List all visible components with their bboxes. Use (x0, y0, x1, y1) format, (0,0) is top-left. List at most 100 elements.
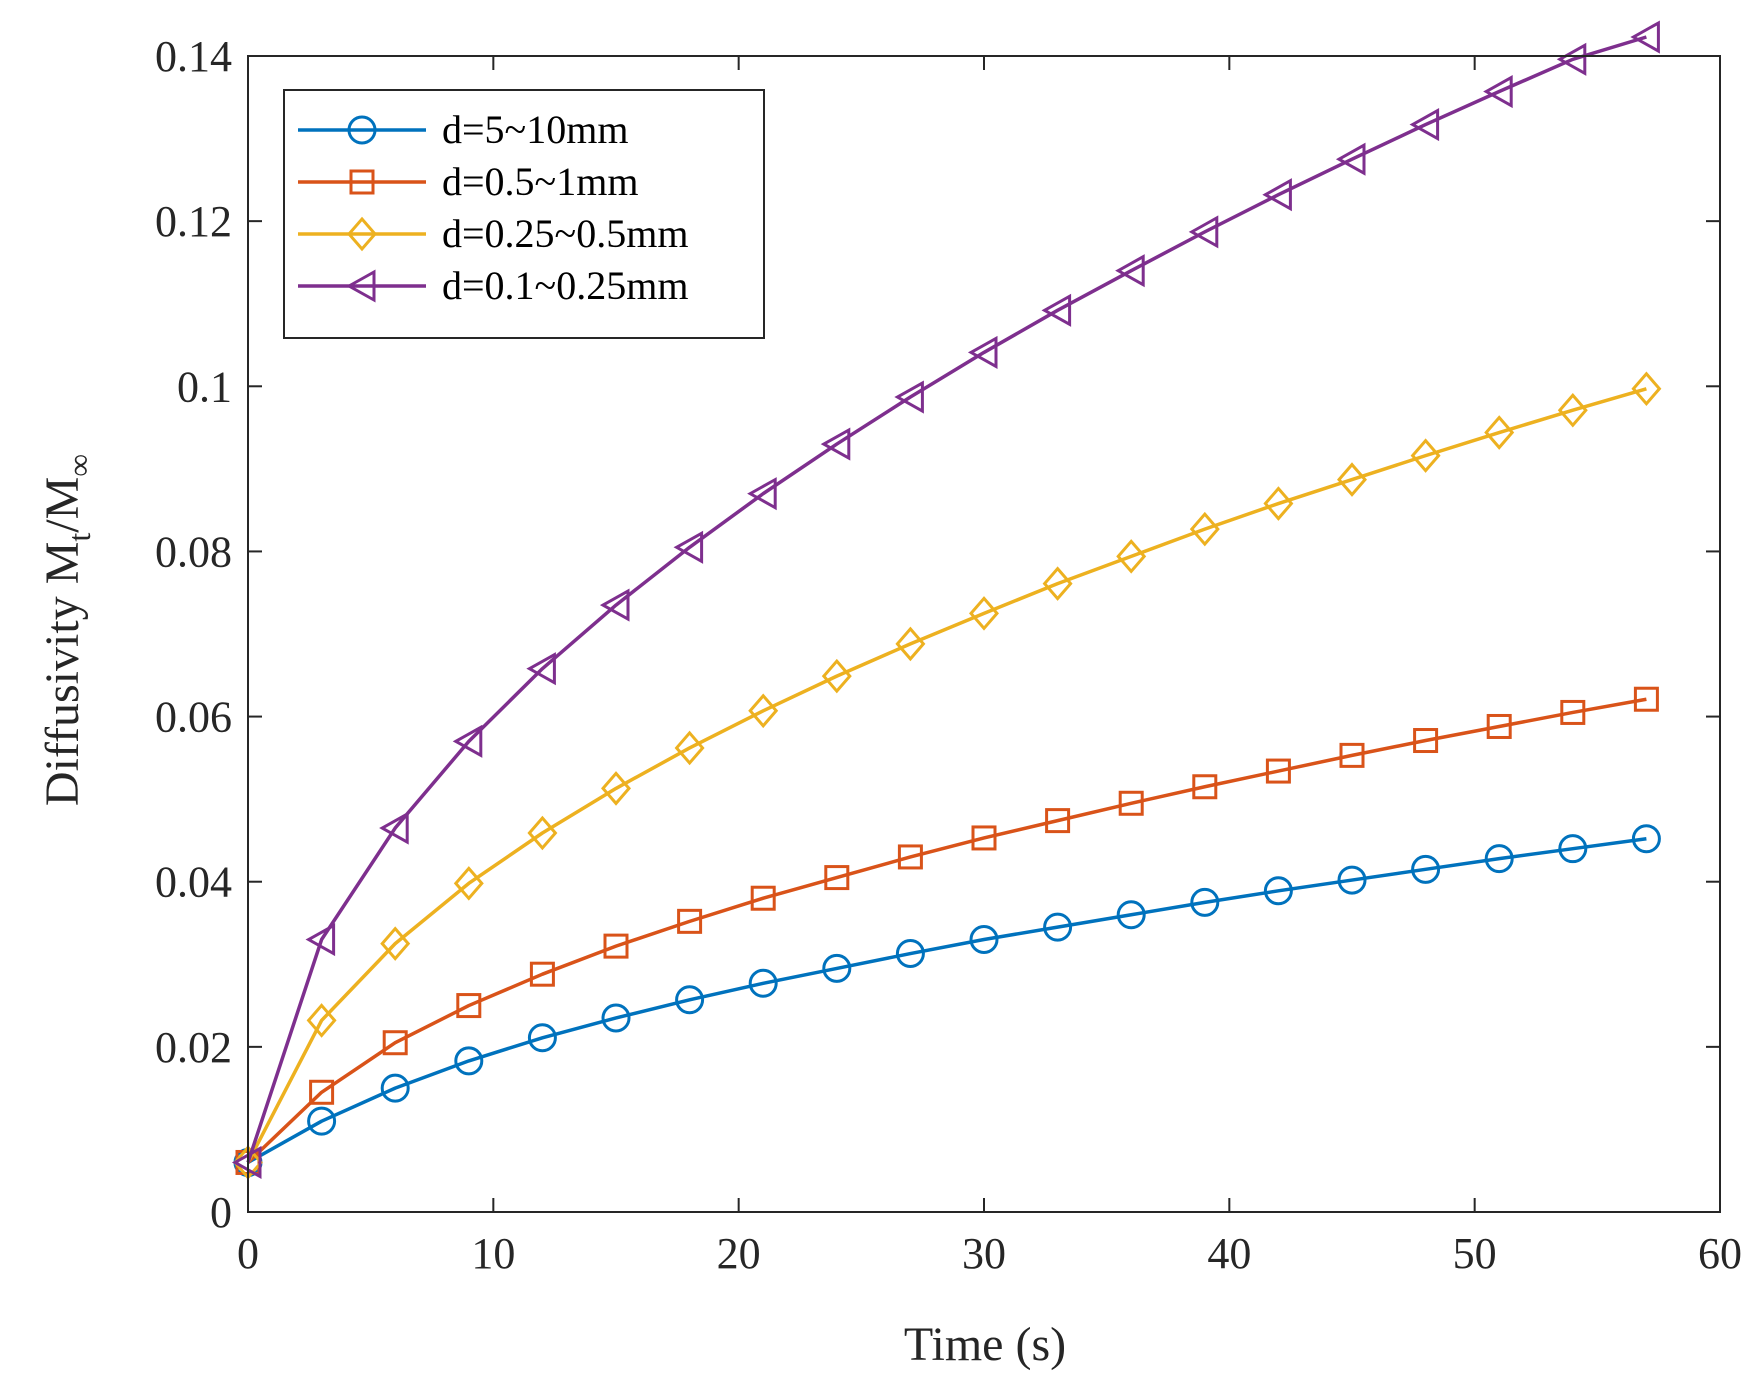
legend-label: d=0.1~0.25mm (442, 263, 688, 308)
data-point (306, 1003, 337, 1038)
data-point (1557, 392, 1588, 428)
data-point (1556, 42, 1587, 76)
data-point (750, 885, 776, 911)
data-point (1631, 371, 1662, 407)
data-point (382, 1030, 408, 1056)
data-point (307, 1106, 337, 1136)
data-point (453, 866, 484, 901)
data-point (895, 939, 925, 969)
data-point (309, 1079, 335, 1105)
data-point (527, 815, 558, 851)
y-axis-title-prefix: Diffusivity M (36, 542, 89, 806)
data-point (1484, 415, 1515, 450)
data-point (674, 730, 705, 766)
legend-item-1: d=5~10mm (298, 107, 628, 152)
data-point (822, 953, 852, 983)
legend-item-4: d=0.1~0.25mm (298, 263, 688, 308)
legend: d=5~10mm d=0.5~1mm d=0.25~0.5mm d=0.1~0.25m… (283, 89, 765, 339)
data-point (820, 427, 851, 461)
data-point (1337, 865, 1367, 895)
data-point (821, 658, 852, 694)
data-point (380, 926, 411, 961)
data-point (456, 993, 482, 1019)
data-point (824, 865, 850, 891)
x-tick-label: 40 (1207, 1229, 1251, 1278)
y-tick-label: 0.14 (155, 32, 232, 81)
data-point (895, 626, 926, 662)
data-point (1116, 539, 1147, 574)
x-tick-label: 60 (1698, 1229, 1742, 1278)
legend-label: d=0.5~1mm (442, 159, 638, 204)
data-point (1339, 742, 1365, 768)
x-tick-label: 10 (471, 1229, 515, 1278)
data-point (971, 825, 997, 851)
plot-area (231, 20, 1662, 1180)
data-point (1189, 511, 1220, 547)
data-point (1560, 699, 1586, 725)
data-point (1633, 686, 1659, 712)
data-point (526, 652, 556, 686)
legend-item-3: d=0.25~0.5mm (298, 211, 688, 256)
data-point (603, 933, 629, 959)
data-point (1630, 20, 1660, 54)
data-point (1409, 107, 1440, 142)
y-axis-title-mid: /M (36, 477, 89, 533)
y-axis-title: Diffusivity Mt/M∞ (36, 454, 97, 806)
series-4 (231, 20, 1660, 1180)
data-point (601, 1003, 631, 1033)
data-point (1263, 486, 1294, 521)
data-point (1263, 876, 1293, 906)
legend-item-2: d=0.5~1mm (298, 159, 638, 204)
data-point (1115, 254, 1145, 288)
data-point (677, 908, 703, 934)
data-point (897, 844, 923, 870)
axes: 0 10 20 30 40 50 60 0 0.02 0.04 0.06 0.08 0.1 0.12 0.1… (155, 32, 1742, 1278)
legend-label: d=0.25~0.5mm (442, 211, 688, 256)
data-point (1413, 728, 1439, 754)
data-point (894, 380, 924, 414)
legend-marker (349, 169, 375, 195)
data-point (748, 968, 778, 998)
data-point (1041, 293, 1072, 327)
data-point (1337, 462, 1367, 497)
data-point (1410, 438, 1441, 473)
data-point (1558, 834, 1588, 864)
legend-marker (347, 216, 377, 252)
data-point (1116, 900, 1146, 930)
y-axis-title-sub2: ∞ (61, 454, 97, 477)
series-1 (233, 824, 1661, 1177)
x-tick-label: 20 (717, 1229, 761, 1278)
data-point (747, 477, 777, 511)
data-point (1265, 758, 1291, 784)
data-point (1486, 713, 1512, 739)
x-tick-label: 0 (237, 1229, 259, 1278)
data-point (1262, 178, 1292, 212)
data-point (1192, 774, 1218, 800)
data-point (1335, 142, 1366, 176)
legend-label: d=5~10mm (442, 107, 628, 152)
data-point (675, 985, 705, 1015)
y-tick-label: 0.08 (155, 527, 232, 576)
data-point (969, 596, 999, 631)
y-tick-label: 0.02 (155, 1023, 232, 1072)
data-point (1118, 790, 1144, 816)
data-point (1631, 824, 1661, 854)
data-point (748, 693, 779, 729)
data-point (673, 530, 704, 564)
y-tick-label: 0 (210, 1188, 232, 1237)
data-point (379, 811, 409, 845)
data-point (527, 1023, 557, 1053)
data-point (1045, 808, 1071, 834)
series-3 (233, 371, 1662, 1180)
data-point (599, 588, 630, 622)
y-tick-label: 0.06 (155, 693, 232, 742)
series-line (246, 387, 1647, 1164)
x-tick-label: 30 (962, 1229, 1006, 1278)
legend-marker (347, 115, 377, 145)
y-tick-label: 0.12 (155, 197, 232, 246)
data-point (305, 922, 336, 957)
x-tick-label: 50 (1453, 1229, 1497, 1278)
data-point (529, 961, 555, 987)
